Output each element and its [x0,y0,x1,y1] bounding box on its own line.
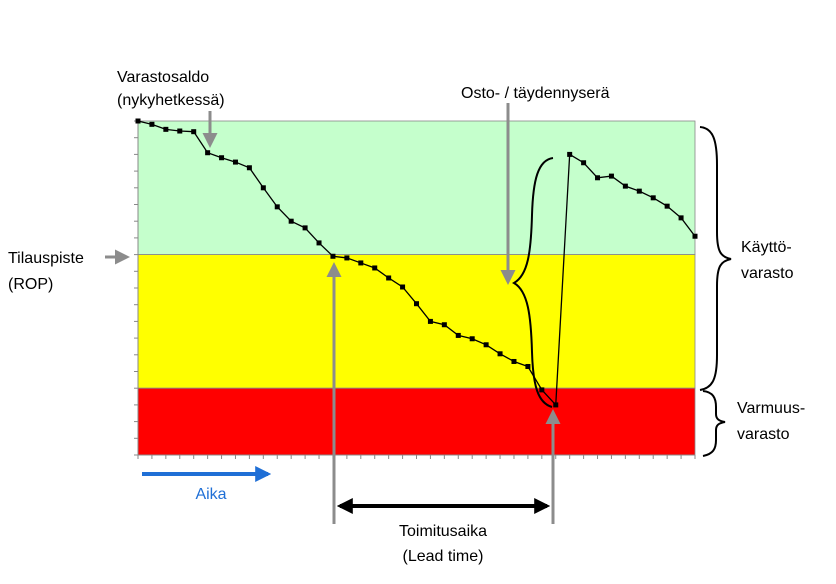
data-point [358,260,364,266]
safety-stock-label-line1: Varmuus- [737,400,805,417]
usage-stock-label-line2: varasto [741,265,794,282]
reorder-point-label-line1: Tilauspiste [8,250,84,267]
usage-stock-brace [699,126,732,391]
data-point [622,183,628,189]
data-point [232,159,238,165]
data-point [567,151,573,157]
data-point [455,332,461,338]
usage-stock-label-line1: Käyttö- [741,239,792,256]
usage-stock-zone-upper [137,120,696,256]
data-point [539,387,545,393]
data-point [163,126,169,132]
data-point [581,160,587,166]
data-point [595,175,601,181]
data-point [441,322,447,328]
data-point [330,253,336,259]
data-point [678,215,684,221]
safety-stock-brace [702,390,726,457]
data-point [288,218,294,224]
data-point [302,225,308,231]
time-axis-label: Aika [195,486,226,503]
data-point [650,195,656,201]
data-point [608,173,614,179]
data-point [246,165,252,171]
current-balance-label-line2: (nykyhetkessä) [117,92,225,109]
order-quantity-label: Osto- / täydennyserä [461,85,610,102]
data-point [469,336,475,342]
data-point [274,204,280,210]
data-point [344,255,350,261]
data-point [177,128,183,134]
data-point [483,342,489,348]
data-point [135,118,141,124]
usage-stock-zone-reorder [137,254,696,389]
data-point [205,150,211,156]
data-point [511,358,517,364]
data-point [386,275,392,281]
data-point [525,363,531,369]
data-point [553,402,559,408]
data-point [260,185,266,191]
data-point [316,240,322,246]
inventory-markers [135,118,698,408]
lead-time-label-line1: Toimitusaika [399,523,487,540]
data-point [400,284,406,290]
data-point [372,265,378,271]
data-point [191,129,197,135]
data-point [636,188,642,194]
data-point [497,351,503,357]
order-quantity-brace [511,157,554,408]
data-point [692,233,698,239]
data-point [149,121,155,127]
data-point [664,203,670,209]
data-point [427,318,433,324]
current-balance-label-line1: Varastosaldo [117,69,209,86]
lead-time-label-line2: (Lead time) [403,548,484,565]
reorder-point-label-line2: (ROP) [8,276,53,293]
data-point [414,301,419,307]
data-point [219,155,225,161]
safety-stock-label-line2: varasto [737,426,790,443]
safety-stock-zone [137,387,696,456]
